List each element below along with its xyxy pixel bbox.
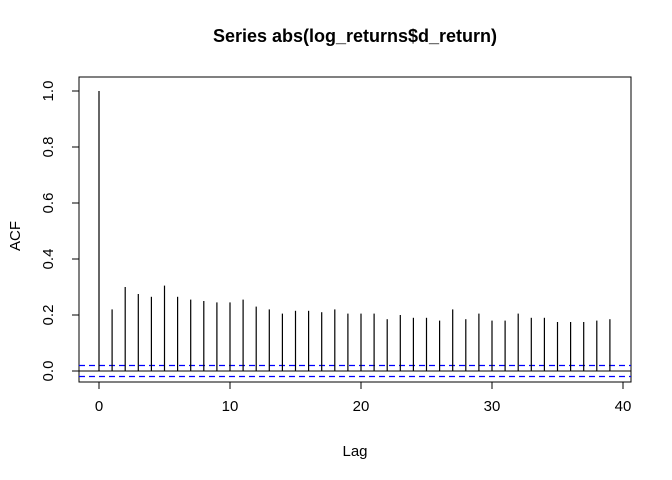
x-tick-label: 40: [615, 398, 632, 415]
x-tick-label: 30: [484, 398, 501, 415]
plot-frame: [78, 76, 632, 383]
y-tick-label: 0.2: [40, 305, 57, 326]
x-tick-label: 10: [222, 398, 239, 415]
y-tick-label: 0.0: [40, 361, 57, 382]
plot-layer: 0 10 20 30 40 0.0 0.2 0.4 0.6 0.8 1.0: [40, 76, 632, 415]
y-axis-label: ACF: [7, 221, 24, 251]
x-tick-label: 0: [95, 398, 103, 415]
y-tick-label: 1.0: [40, 81, 57, 102]
y-tick-label: 0.4: [40, 249, 57, 270]
x-axis-label: Lag: [342, 443, 367, 460]
chart-title: Series abs(log_returns$d_return): [213, 26, 497, 46]
y-tick-label: 0.6: [40, 193, 57, 214]
x-tick-label: 20: [353, 398, 370, 415]
y-tick-label: 0.8: [40, 137, 57, 158]
